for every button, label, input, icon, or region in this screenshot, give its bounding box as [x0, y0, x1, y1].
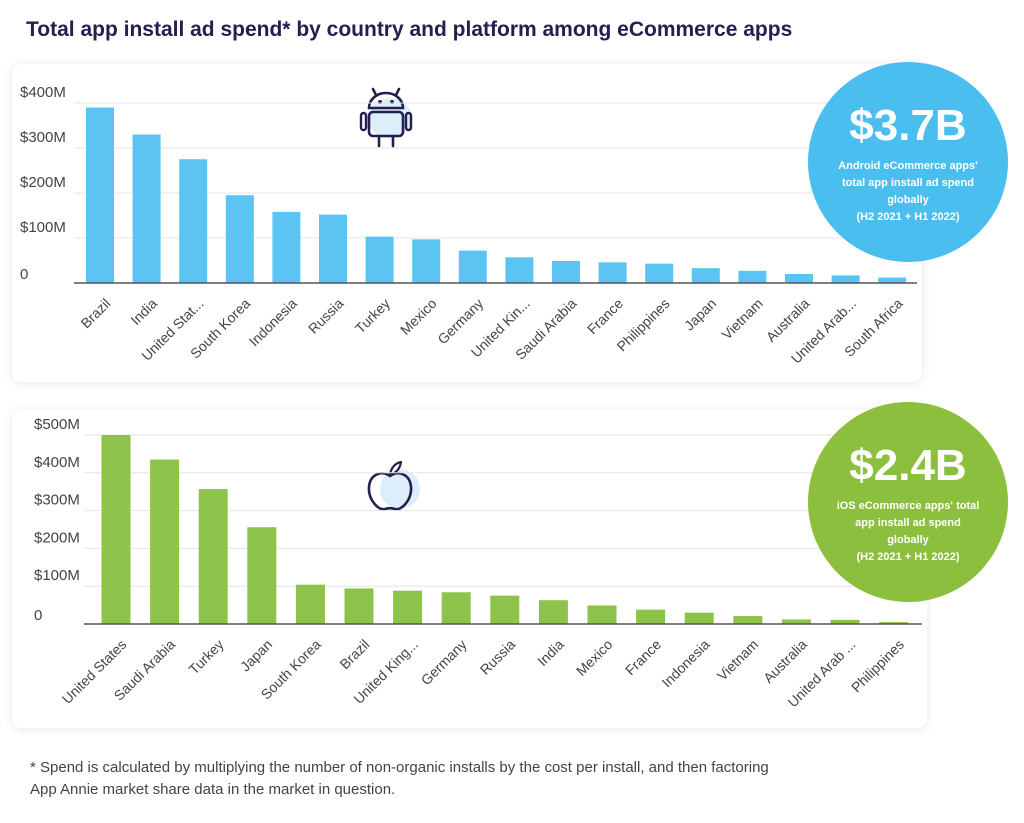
y-tick-label: 0	[34, 607, 42, 624]
bar	[412, 239, 441, 283]
bar	[198, 489, 228, 624]
bar	[86, 107, 114, 283]
android-badge-line: Android eCommerce apps'	[838, 160, 978, 172]
ios-total-badge: $2.4B iOS eCommerce apps' total app inst…	[808, 402, 1008, 602]
bar	[365, 236, 394, 283]
x-tick-label: India	[534, 636, 567, 669]
bar	[879, 622, 909, 624]
y-tick-label: $200M	[34, 529, 80, 546]
ios-badge-line: globally	[887, 534, 929, 546]
y-tick-label: $300M	[20, 129, 66, 146]
x-tick-label: Mexico	[397, 295, 440, 338]
y-tick-label: $500M	[34, 416, 80, 433]
android-total-badge: $3.7B Android eCommerce apps' total app …	[808, 62, 1008, 262]
x-tick-label: Germany	[418, 636, 470, 688]
ios-badge-line: app install ad spend	[855, 517, 961, 529]
footnote: * Spend is calculated by multiplying the…	[30, 757, 930, 801]
x-tick-label: Vietnam	[718, 295, 765, 342]
bar	[179, 159, 208, 283]
x-tick-label: Brazil	[77, 295, 113, 331]
y-tick-label: $400M	[34, 454, 80, 471]
bar	[344, 588, 374, 624]
bar	[458, 250, 487, 283]
bar	[733, 616, 763, 624]
bar	[830, 619, 860, 624]
x-tick-label: Russia	[477, 636, 519, 678]
ios-badge-line: iOS eCommerce apps' total	[836, 500, 980, 512]
y-tick-label: $400M	[20, 84, 66, 101]
x-tick-label: Japan	[681, 295, 719, 333]
bar	[132, 134, 161, 283]
y-tick-label: 0	[20, 266, 28, 283]
bar	[598, 262, 627, 283]
x-tick-label: Vietnam	[714, 636, 761, 683]
bar	[691, 268, 720, 283]
x-tick-label: Turkey	[185, 636, 226, 677]
x-tick-label: Brazil	[336, 636, 372, 672]
bar	[738, 270, 767, 283]
android-badge-line: (H2 2021 + H1 2022)	[856, 211, 960, 223]
x-tick-label: France	[584, 295, 626, 337]
page-title: Total app install ad spend* by country a…	[26, 18, 793, 41]
footnote-line: App Annie market share data in the marke…	[30, 781, 396, 798]
bar	[878, 277, 907, 283]
bar	[538, 600, 568, 624]
bar	[490, 595, 520, 624]
ios-chart-panel: 0 $100M $200M $300M $400M $500M United States S…	[12, 410, 927, 728]
x-tick-label: Japan	[237, 636, 275, 674]
bar	[295, 584, 325, 624]
x-tick-label: Philippines	[848, 636, 907, 695]
bar	[393, 590, 423, 624]
x-tick-label: Mexico	[573, 636, 616, 679]
y-tick-label: $200M	[20, 174, 66, 191]
bar	[101, 435, 131, 624]
bar	[636, 609, 666, 624]
x-tick-label: Indonesia	[246, 295, 300, 349]
android-icon	[359, 87, 413, 148]
x-tick-label: India	[127, 295, 160, 328]
x-tick-label: France	[622, 636, 664, 678]
footnote-line: * Spend is calculated by multiplying the…	[30, 759, 769, 776]
x-tick-label: Russia	[305, 295, 347, 337]
x-tick-label: Australia	[760, 636, 810, 686]
bar	[247, 527, 277, 624]
y-tick-label: $300M	[34, 492, 80, 509]
y-tick-label: $100M	[34, 567, 80, 584]
bar	[441, 592, 471, 624]
bar	[272, 211, 301, 283]
android-badge-line: total app install ad spend	[841, 177, 974, 189]
android-chart-panel: 0 $100M $200M $300M $400M Brazil India United S…	[12, 64, 922, 382]
ios-badge-line: (H2 2021 + H1 2022)	[856, 551, 960, 563]
bar	[645, 263, 674, 283]
bar	[587, 605, 617, 624]
apple-icon	[367, 460, 420, 511]
bar	[150, 459, 180, 624]
bar	[225, 195, 254, 283]
bar	[684, 612, 714, 624]
bar	[505, 257, 534, 283]
bar	[785, 274, 813, 283]
bar	[781, 619, 811, 624]
android-badge-line: globally	[887, 194, 929, 206]
bar	[831, 275, 860, 283]
y-tick-label: $100M	[20, 219, 66, 236]
ios-total-value: $2.4B	[849, 441, 967, 490]
x-tick-label: Indonesia	[658, 636, 712, 690]
bar	[552, 260, 580, 283]
x-tick-label: Turkey	[352, 295, 393, 336]
bar	[319, 214, 347, 283]
android-total-value: $3.7B	[849, 101, 967, 150]
